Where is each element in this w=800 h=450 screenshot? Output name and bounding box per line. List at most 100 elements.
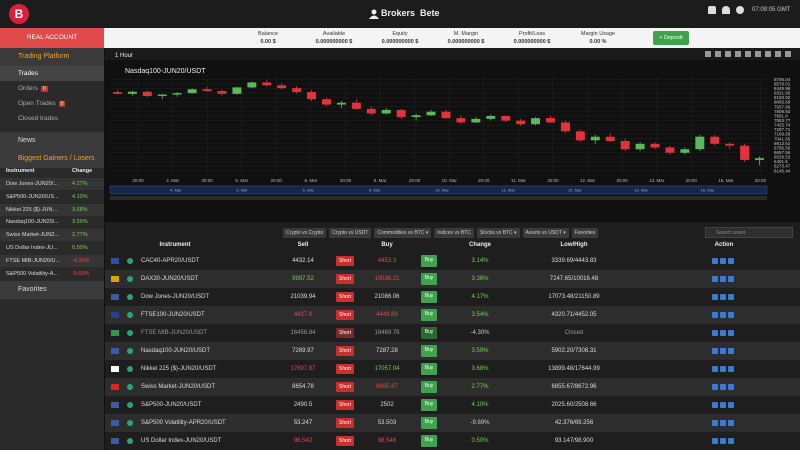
filter-tab[interactable]: Stocks vs BTC ▾ <box>476 228 520 238</box>
action-button[interactable] <box>720 294 726 300</box>
buy-button[interactable]: Buy <box>421 381 437 393</box>
filter-tab[interactable]: Indices vs BTC <box>434 228 474 238</box>
buy-button[interactable]: Buy <box>421 327 437 339</box>
search-box[interactable]: Search asset <box>705 227 793 238</box>
buy-button[interactable]: Buy <box>421 291 437 303</box>
action-button[interactable] <box>720 348 726 354</box>
short-button[interactable]: Short <box>336 436 354 446</box>
filter-tab[interactable]: Favorites <box>571 228 599 238</box>
short-button[interactable]: Short <box>336 310 354 320</box>
action-button[interactable] <box>728 438 734 444</box>
action-button[interactable] <box>712 384 718 390</box>
column-header: Action <box>714 242 734 248</box>
filter-tab[interactable]: Crypto vs USDT <box>329 228 372 238</box>
flag <box>111 258 119 264</box>
short-button[interactable]: Short <box>336 418 354 428</box>
toolbar-icon[interactable] <box>735 51 741 57</box>
table-row: FTSE MIB-JUN20/USDT 16456.84 Short 16469.78… <box>105 324 800 342</box>
action-button[interactable] <box>728 258 734 264</box>
settings-icon[interactable] <box>736 6 744 14</box>
menu-item[interactable]: Trades <box>0 66 104 81</box>
x-tick-label: 13. Mar <box>649 178 665 183</box>
low-high: 2025.60/2508.66 <box>551 402 597 408</box>
interval-selector[interactable]: 1 Hour <box>115 53 133 59</box>
buy-price: 17057.04 <box>374 366 400 372</box>
short-button[interactable]: Short <box>336 364 354 374</box>
action-button[interactable] <box>728 276 734 282</box>
buy-button[interactable]: Buy <box>421 345 437 357</box>
action-button[interactable] <box>712 402 718 408</box>
buy-button[interactable]: Buy <box>421 399 437 411</box>
action-button[interactable] <box>720 366 726 372</box>
action-button[interactable] <box>720 312 726 318</box>
action-button[interactable] <box>712 330 718 336</box>
buy-button[interactable]: Buy <box>421 309 437 321</box>
account-button[interactable]: REAL ACCOUNT <box>0 28 104 48</box>
action-button[interactable] <box>712 420 718 426</box>
action-button[interactable] <box>728 366 734 372</box>
action-button[interactable] <box>720 420 726 426</box>
scrollbar[interactable] <box>110 196 767 200</box>
toolbar-icon[interactable] <box>775 51 781 57</box>
short-button[interactable]: Short <box>336 256 354 266</box>
action-button[interactable] <box>728 402 734 408</box>
short-button[interactable]: Short <box>336 328 354 338</box>
short-button[interactable]: Short <box>336 400 354 410</box>
short-button[interactable]: Short <box>336 382 354 392</box>
logo[interactable]: B <box>9 4 29 24</box>
short-button[interactable]: Short <box>336 346 354 356</box>
profile-icon[interactable] <box>722 6 730 14</box>
action-button[interactable] <box>712 366 718 372</box>
filter-tab[interactable]: Crypto vs Crypto <box>283 228 327 238</box>
filter-tab[interactable]: Commodities vs BTC ▾ <box>374 228 432 238</box>
menu-item[interactable]: Closed trades <box>0 111 104 126</box>
info-icon <box>127 276 133 282</box>
toolbar-icon[interactable] <box>705 51 711 57</box>
action-button[interactable] <box>712 348 718 354</box>
action-button[interactable] <box>720 384 726 390</box>
action-button[interactable] <box>728 330 734 336</box>
buy-button[interactable]: Buy <box>421 273 437 285</box>
buy-button[interactable]: Buy <box>421 255 437 267</box>
buy-button[interactable]: Buy <box>421 363 437 375</box>
action-button[interactable] <box>728 294 734 300</box>
action-button[interactable] <box>720 438 726 444</box>
buy-button[interactable]: Buy <box>421 435 437 447</box>
action-button[interactable] <box>728 384 734 390</box>
short-button[interactable]: Short <box>336 274 354 284</box>
action-button[interactable] <box>720 258 726 264</box>
menu-item[interactable]: Orders 0 <box>0 81 104 97</box>
toolbar-icon[interactable] <box>745 51 751 57</box>
action-button[interactable] <box>712 258 718 264</box>
toolbar-icon[interactable] <box>785 51 791 57</box>
filter-tab[interactable]: Assets vs USDT ▾ <box>522 228 569 238</box>
toolbar-icon[interactable] <box>715 51 721 57</box>
action-button[interactable] <box>728 420 734 426</box>
action-button[interactable] <box>712 294 718 300</box>
deposit-button[interactable]: + Deposit <box>653 31 689 45</box>
gainer-change: 3.68% <box>72 206 88 213</box>
x-tick-label: 20:00 <box>202 178 214 183</box>
candle-body <box>650 143 660 148</box>
action-button[interactable] <box>712 276 718 282</box>
action-button[interactable] <box>720 402 726 408</box>
action-button[interactable] <box>728 312 734 318</box>
short-button[interactable]: Short <box>336 292 354 302</box>
gainer-change: 4.10% <box>72 193 88 200</box>
notification-icon[interactable] <box>708 6 716 14</box>
menu-item[interactable]: Open Trades 0 <box>0 96 104 112</box>
action-button[interactable] <box>728 348 734 354</box>
chart-title: Nasdaq100-JUN20/USDT <box>125 68 206 75</box>
gainer-change: 2.77% <box>72 232 88 239</box>
action-button[interactable] <box>720 276 726 282</box>
toolbar-icon[interactable] <box>755 51 761 57</box>
account-stat: Available 0.000000000 $ <box>284 30 384 46</box>
buy-price: 16469.78 <box>374 330 400 336</box>
action-button[interactable] <box>712 438 718 444</box>
buy-button[interactable]: Buy <box>421 417 437 429</box>
toolbar-icon[interactable] <box>765 51 771 57</box>
action-button[interactable] <box>712 312 718 318</box>
x-tick-label: 20:00 <box>271 178 283 183</box>
toolbar-icon[interactable] <box>725 51 731 57</box>
action-button[interactable] <box>720 330 726 336</box>
